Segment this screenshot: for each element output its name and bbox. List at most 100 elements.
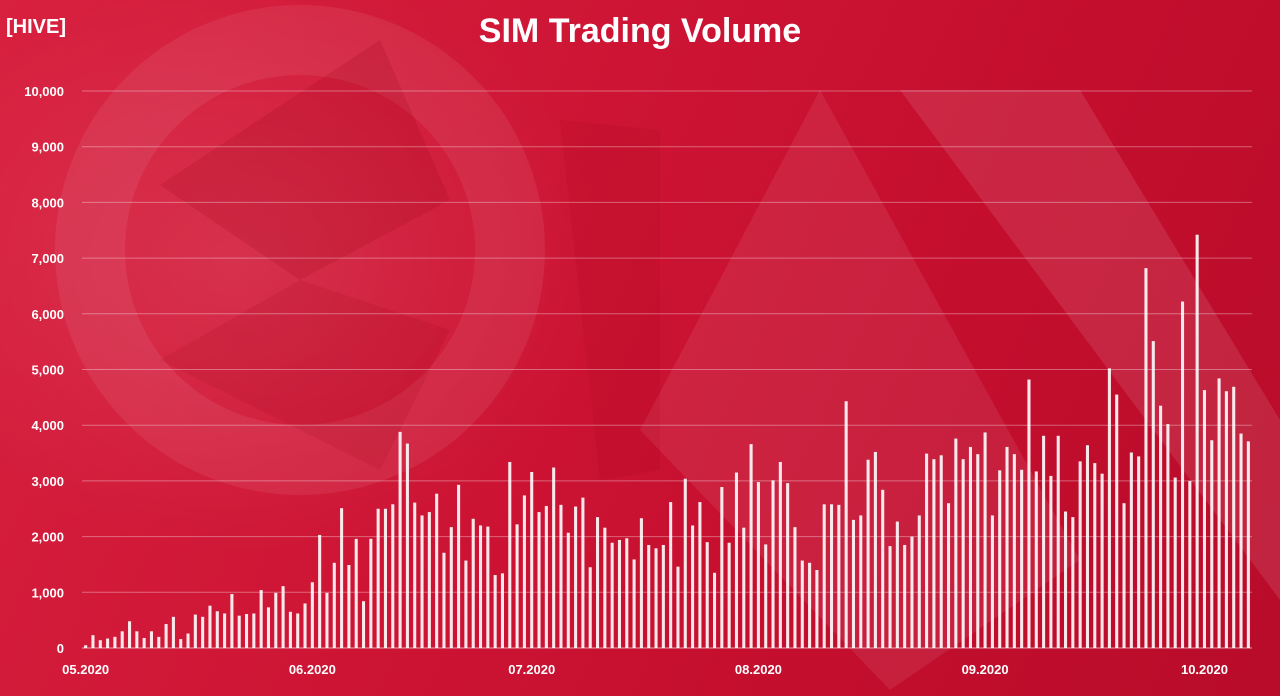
bar [961,459,965,648]
y-tick-label: 5,000 [31,363,64,378]
bar [120,631,124,648]
watermark-hive-left-lower [160,280,450,470]
bar [1210,440,1214,648]
bar [237,615,241,648]
bar [698,502,702,648]
bar [164,624,168,648]
bar [435,493,439,648]
y-tick-label: 1,000 [31,585,64,600]
bar [859,515,863,648]
bar [1100,473,1104,648]
bar [530,471,534,648]
bar [442,552,446,648]
bar [508,461,512,648]
bar [193,614,197,648]
bar [84,645,88,648]
bar [383,508,387,648]
bar [800,560,804,648]
bar [405,443,409,648]
bar [215,611,219,648]
bar [844,401,848,648]
bar [574,506,578,648]
bar [910,536,914,648]
bar [808,562,812,648]
y-tick-label: 2,000 [31,530,64,545]
bar [398,431,402,648]
bar [632,559,636,648]
y-axis-unit-label: [HIVE] [6,16,66,38]
watermark-hive-left [160,40,450,280]
bar [851,519,855,648]
bar [998,470,1002,648]
x-tick-label: 05.2020 [62,662,109,677]
bar [1232,386,1236,648]
y-tick-label: 4,000 [31,418,64,433]
bar [903,544,907,648]
bar [1246,441,1250,648]
bar [522,495,526,648]
bar [866,459,870,648]
bar [917,515,921,648]
gridlines [82,90,1252,649]
bar [186,633,190,648]
watermark-ring [55,5,545,495]
bar [245,614,249,648]
bar [559,504,563,648]
watermark-gear-right [560,120,660,480]
bar [318,534,322,648]
bar [691,525,695,648]
bar [1166,424,1170,648]
bar [932,459,936,648]
bar [230,593,234,648]
bar [1151,341,1155,648]
bar [325,592,329,648]
bar [296,613,300,648]
bar [157,636,161,648]
bar [98,640,102,648]
watermark-hive-right [900,90,1280,600]
bar [179,639,183,648]
bar [815,570,819,648]
y-tick-label: 6,000 [31,307,64,322]
bar [1173,477,1177,648]
bar [734,472,738,648]
bar [1049,475,1053,648]
bar [449,527,453,648]
bar [457,484,461,648]
bar [1195,234,1199,648]
bar [683,478,687,648]
y-tick-label: 7,000 [31,251,64,266]
bar [727,542,731,648]
bar [669,502,673,648]
bar [1078,461,1082,648]
bar [493,575,497,648]
bar [596,517,600,648]
bar [369,538,373,648]
bar [420,515,424,648]
bar [954,438,958,648]
bar [968,446,972,648]
bar [1020,469,1024,648]
bar [837,504,841,648]
bar [223,613,227,648]
x-tick-label: 10.2020 [1181,662,1228,677]
bar [281,586,285,648]
bar [1122,503,1126,648]
bar [464,560,468,648]
bar [1027,379,1031,648]
bar [471,518,475,648]
bar [149,631,153,648]
bar [786,483,790,648]
bar [347,565,351,648]
bar [1239,433,1243,648]
bar [793,527,797,648]
bar [1107,368,1111,648]
y-tick-label: 9,000 [31,140,64,155]
bar [1005,446,1009,648]
y-tick-label: 10,000 [24,84,64,99]
bar [544,505,548,648]
bar [895,521,899,648]
bar [391,504,395,648]
bar [135,631,139,648]
